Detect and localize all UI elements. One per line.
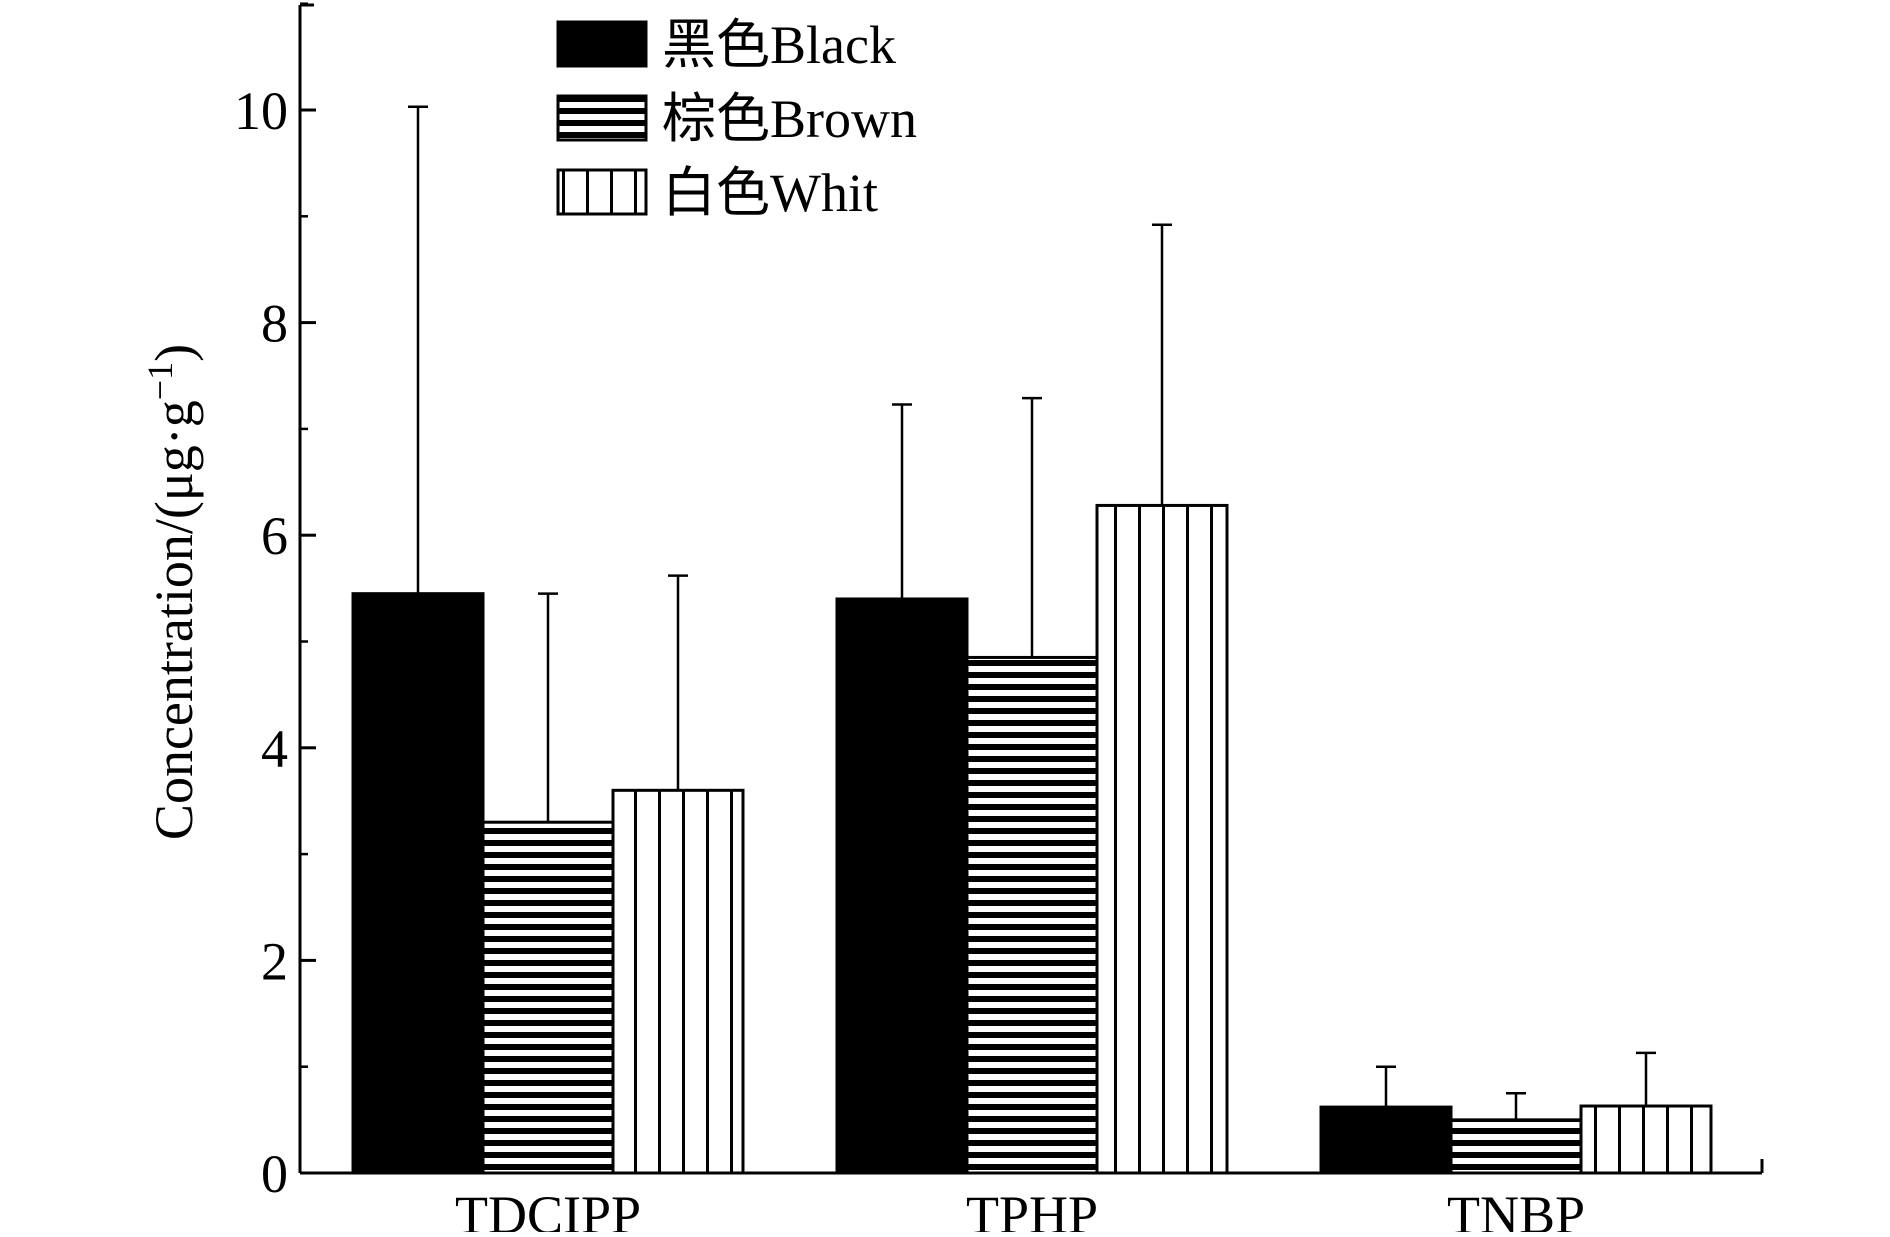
legend-swatch-series-2 — [556, 94, 648, 142]
x-tick-label-tdcipp: TDCIPP — [455, 1185, 641, 1232]
legend-label-series-2: 棕色Brown — [662, 89, 917, 149]
y-axis-label: Concentration/(μg·g−1) — [140, 344, 204, 840]
y-tick-label-2: 2 — [261, 931, 288, 991]
bar-tdcipp-series-3 — [611, 788, 745, 1175]
bar-tdcipp-series-2 — [481, 820, 615, 1175]
bar-tnbp-series-2 — [1449, 1118, 1583, 1175]
bar-tphp-series-1 — [835, 597, 969, 1175]
legend-swatch-series-1 — [556, 20, 648, 68]
bar-tnbp-series-1 — [1319, 1105, 1453, 1175]
bar-tnbp-series-3 — [1579, 1104, 1713, 1175]
bar-tphp-series-2 — [965, 655, 1099, 1175]
x-tick-label-tnbp: TNBP — [1447, 1185, 1585, 1232]
y-tick-label-0: 0 — [261, 1144, 288, 1204]
legend-swatch-series-3 — [556, 168, 648, 216]
y-tick-label-6: 6 — [261, 506, 288, 566]
legend-label-series-1: 黑色Black — [662, 15, 896, 75]
y-tick-label-4: 4 — [261, 719, 288, 779]
y-tick-label-8: 8 — [261, 294, 288, 354]
y-tick-label-10: 10 — [234, 81, 288, 141]
x-tick-label-tphp: TPHP — [966, 1185, 1098, 1232]
bar-tdcipp-series-1 — [351, 592, 485, 1175]
bar-tphp-series-3 — [1095, 503, 1229, 1175]
legend-label-series-3: 白色Whit — [662, 163, 878, 223]
